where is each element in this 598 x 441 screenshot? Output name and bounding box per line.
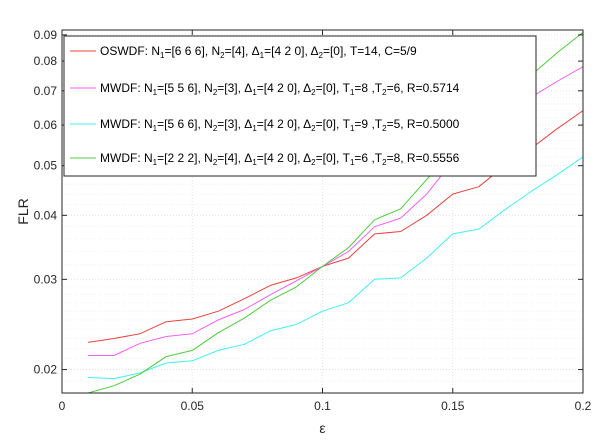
legend-subscript: 1: [350, 158, 355, 167]
y-tick-label: 0.05: [34, 159, 58, 173]
legend: OSWDF: N1=[6 6 6], N2=[4], Δ1=[4 2 0], Δ…: [63, 35, 537, 177]
legend-subscript: 2: [311, 124, 316, 133]
legend-text-part: =[3], Δ: [217, 117, 252, 131]
y-axis-label: FLR: [15, 198, 31, 224]
legend-subscript: 2: [311, 158, 316, 167]
legend-subscript: 2: [213, 158, 218, 167]
legend-subscript: 2: [382, 88, 387, 97]
legend-subscript: 1: [350, 88, 355, 97]
legend-text-part: =[5 5 6], N: [157, 81, 213, 95]
legend-text-part: =9 ,T: [354, 117, 382, 131]
legend-text-part: MWDF: N: [100, 81, 153, 95]
x-axis-tick-labels: 0 0.05 0.1 0.15 0.2: [59, 399, 592, 413]
legend-text-part: =[4], Δ: [225, 44, 260, 58]
legend-text-part: =[4 2 0], Δ: [264, 44, 318, 58]
legend-text-part: =[4 2 0], Δ: [257, 117, 311, 131]
legend-text-part: =[4 2 0], Δ: [257, 151, 311, 165]
legend-subscript: 1: [252, 158, 257, 167]
y-tick-label: 0.09: [34, 28, 58, 42]
legend-text-part: =[0], T: [316, 81, 351, 95]
legend-text-part: =8 ,T: [354, 81, 382, 95]
legend-text-part: =5, R=0.5000: [387, 117, 460, 131]
legend-text-part: =[4], Δ: [217, 151, 252, 165]
legend-subscript: 2: [213, 124, 218, 133]
legend-subscript: 2: [213, 88, 218, 97]
y-tick-label: 0.03: [34, 272, 58, 286]
legend-text-part: =[6 6 6], N: [164, 44, 220, 58]
legend-subscript: 2: [220, 51, 225, 60]
y-tick-label: 0.04: [34, 208, 58, 222]
legend-subscript: 2: [311, 88, 316, 97]
y-tick-label: 0.02: [34, 363, 58, 377]
legend-entry-2: MWDF: N1=[5 5 6], N2=[3], Δ1=[4 2 0], Δ2…: [100, 81, 460, 97]
x-tick-label: 0.15: [441, 399, 465, 413]
x-tick-label: 0.2: [575, 399, 592, 413]
legend-entry-1: OSWDF: N1=[6 6 6], N2=[4], Δ1=[4 2 0], Δ…: [100, 44, 417, 60]
legend-subscript: 1: [153, 158, 158, 167]
legend-entry-4: MWDF: N1=[2 2 2], N2=[4], Δ1=[4 2 0], Δ2…: [100, 151, 460, 167]
legend-entry-3: MWDF: N1=[5 6 6], N2=[3], Δ1=[4 2 0], Δ2…: [100, 117, 460, 133]
y-tick-label: 0.06: [34, 118, 58, 132]
x-axis-label: ε: [319, 420, 325, 436]
legend-subscript: 1: [153, 88, 158, 97]
legend-text-part: OSWDF: N: [100, 44, 160, 58]
legend-subscript: 1: [252, 88, 257, 97]
legend-subscript: 2: [319, 51, 324, 60]
legend-subscript: 1: [160, 51, 165, 60]
y-tick-label: 0.07: [34, 84, 58, 98]
legend-subscript: 1: [153, 124, 158, 133]
x-tick-label: 0.05: [181, 399, 205, 413]
legend-subscript: 2: [382, 158, 387, 167]
legend-subscript: 2: [382, 124, 387, 133]
legend-text-part: =8, R=0.5556: [387, 151, 460, 165]
legend-text-part: =[0], T: [316, 117, 351, 131]
legend-text-part: =[0], T: [316, 151, 351, 165]
legend-subscript: 1: [350, 124, 355, 133]
legend-text-part: MWDF: N: [100, 117, 153, 131]
legend-subscript: 1: [260, 51, 265, 60]
legend-box: [63, 35, 537, 177]
legend-text-part: =[4 2 0], Δ: [257, 81, 311, 95]
legend-text-part: =6 ,T: [354, 151, 382, 165]
legend-text-part: =[0], T=14, C=5/9: [323, 44, 417, 58]
legend-text-part: =[2 2 2], N: [157, 151, 213, 165]
x-tick-label: 0.1: [314, 399, 331, 413]
y-axis-tick-labels: 0.02 0.03 0.04 0.05 0.06 0.07 0.08 0.09: [34, 28, 58, 377]
legend-text-part: =[5 6 6], N: [157, 117, 213, 131]
legend-text-part: =6, R=0.5714: [387, 81, 460, 95]
y-tick-label: 0.08: [34, 54, 58, 68]
series-line-3: [87, 156, 583, 380]
legend-text-part: MWDF: N: [100, 151, 153, 165]
legend-subscript: 1: [252, 124, 257, 133]
x-tick-label: 0: [59, 399, 66, 413]
legend-text-part: =[3], Δ: [217, 81, 252, 95]
